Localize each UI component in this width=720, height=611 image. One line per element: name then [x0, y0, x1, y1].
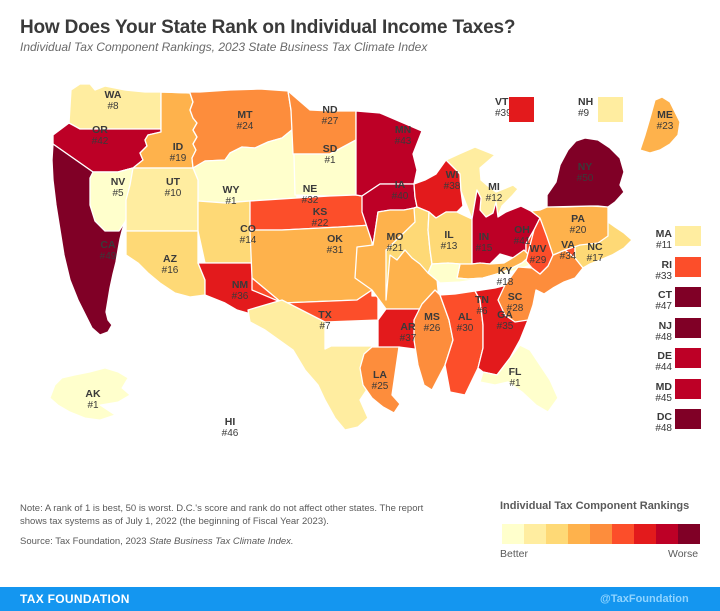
- svg-text:MI: MI: [488, 181, 500, 193]
- svg-text:#1: #1: [509, 378, 521, 389]
- svg-text:MT: MT: [237, 109, 253, 121]
- svg-text:#12: #12: [486, 193, 503, 204]
- svg-text:NY: NY: [578, 161, 593, 173]
- svg-text:VA: VA: [561, 239, 575, 251]
- svg-text:#27: #27: [322, 116, 339, 127]
- svg-text:CO: CO: [240, 223, 256, 235]
- svg-text:#22: #22: [312, 218, 329, 229]
- svg-text:#35: #35: [497, 321, 514, 332]
- svg-text:MN: MN: [395, 124, 411, 136]
- svg-text:#5: #5: [112, 188, 124, 199]
- svg-text:TX: TX: [318, 309, 331, 321]
- svg-text:#19: #19: [170, 153, 187, 164]
- svg-text:NM: NM: [232, 279, 249, 291]
- svg-text:KS: KS: [313, 206, 328, 218]
- svg-text:#42: #42: [92, 136, 109, 147]
- svg-text:#16: #16: [162, 265, 179, 276]
- svg-text:AR: AR: [400, 321, 416, 333]
- svg-text:IA: IA: [395, 179, 406, 191]
- svg-text:NC: NC: [587, 241, 603, 253]
- svg-text:#30: #30: [457, 323, 474, 334]
- svg-text:OH: OH: [514, 224, 530, 236]
- svg-text:#23: #23: [657, 121, 674, 132]
- svg-text:#1: #1: [87, 400, 99, 411]
- svg-text:UT: UT: [166, 176, 181, 188]
- svg-text:#8: #8: [107, 101, 119, 112]
- svg-text:#36: #36: [232, 291, 249, 302]
- svg-text:#31: #31: [327, 245, 344, 256]
- svg-text:#10: #10: [165, 188, 182, 199]
- svg-text:#7: #7: [319, 321, 331, 332]
- svg-text:ME: ME: [657, 109, 673, 121]
- svg-text:#1: #1: [324, 155, 336, 166]
- svg-text:#34: #34: [560, 251, 577, 262]
- svg-text:#20: #20: [570, 225, 587, 236]
- svg-text:LA: LA: [373, 369, 387, 381]
- svg-text:#40: #40: [392, 191, 409, 202]
- svg-text:ND: ND: [322, 104, 338, 116]
- svg-text:WA: WA: [105, 89, 122, 101]
- svg-text:#49: #49: [100, 251, 117, 262]
- svg-text:IL: IL: [444, 229, 454, 241]
- svg-text:#21: #21: [387, 243, 404, 254]
- svg-text:MS: MS: [424, 311, 440, 323]
- svg-text:SC: SC: [508, 291, 523, 303]
- svg-text:WI: WI: [446, 169, 459, 181]
- svg-text:WY: WY: [223, 184, 240, 196]
- svg-text:#41: #41: [514, 236, 531, 247]
- svg-text:#13: #13: [441, 241, 458, 252]
- svg-text:#18: #18: [497, 277, 514, 288]
- svg-text:WV: WV: [530, 243, 547, 255]
- svg-text:#1: #1: [225, 196, 237, 207]
- svg-text:#24: #24: [237, 121, 254, 132]
- svg-text:#14: #14: [240, 235, 257, 246]
- svg-text:#32: #32: [302, 195, 319, 206]
- svg-text:#6: #6: [476, 306, 488, 317]
- svg-text:FL: FL: [509, 366, 522, 378]
- svg-text:OR: OR: [92, 124, 108, 136]
- svg-text:NV: NV: [111, 176, 126, 188]
- svg-text:OK: OK: [327, 233, 343, 245]
- svg-text:AK: AK: [85, 388, 101, 400]
- svg-text:HI: HI: [225, 416, 236, 428]
- svg-text:#26: #26: [424, 323, 441, 334]
- svg-text:#29: #29: [530, 255, 547, 266]
- svg-text:SD: SD: [323, 143, 338, 155]
- svg-text:PA: PA: [571, 213, 585, 225]
- svg-text:CA: CA: [100, 239, 116, 251]
- svg-text:#38: #38: [444, 181, 461, 192]
- svg-text:#46: #46: [222, 428, 239, 439]
- svg-text:#50: #50: [577, 173, 594, 184]
- svg-text:MO: MO: [387, 231, 404, 243]
- svg-text:#37: #37: [400, 333, 417, 344]
- svg-text:ID: ID: [173, 141, 184, 153]
- svg-text:AZ: AZ: [163, 253, 178, 265]
- svg-text:#28: #28: [507, 303, 524, 314]
- svg-text:#15: #15: [476, 243, 493, 254]
- svg-text:TN: TN: [475, 294, 489, 306]
- svg-text:#43: #43: [395, 136, 412, 147]
- svg-text:NE: NE: [303, 183, 318, 195]
- svg-text:KY: KY: [498, 265, 513, 277]
- svg-text:AL: AL: [458, 311, 473, 323]
- svg-text:#25: #25: [372, 381, 389, 392]
- svg-text:#17: #17: [587, 253, 604, 264]
- svg-text:IN: IN: [479, 231, 490, 243]
